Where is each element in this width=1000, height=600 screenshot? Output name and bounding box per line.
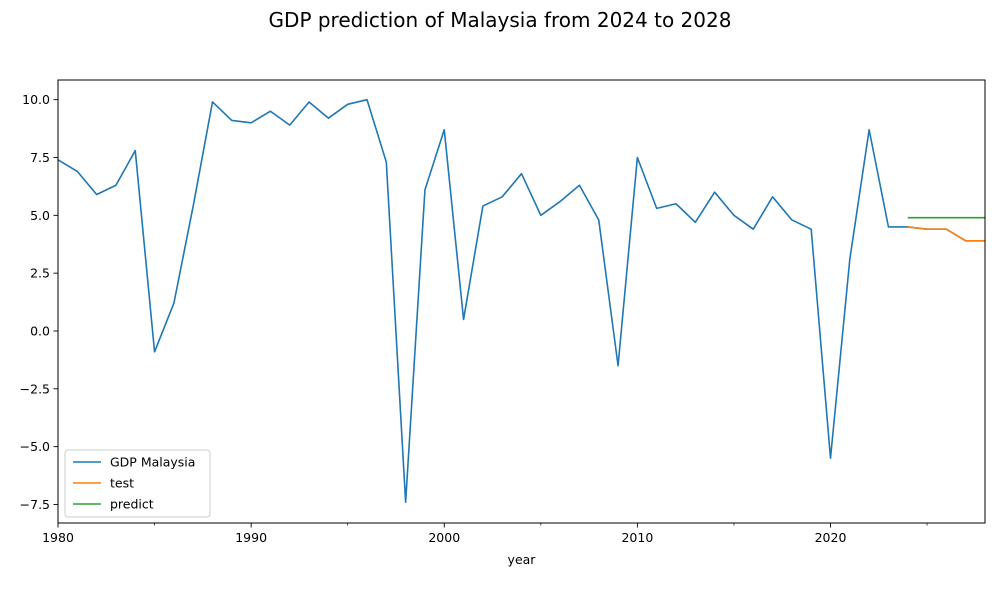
series-line-gdp-malaysia xyxy=(58,98,985,503)
legend-box xyxy=(64,449,211,518)
y-tick-label: 10.0 xyxy=(22,92,50,107)
y-tick-label: −7.5 xyxy=(20,497,50,512)
y-tick-label: 7.5 xyxy=(30,150,50,165)
legend-label: predict xyxy=(110,497,154,512)
y-axis: −7.5 −5.0 −2.5 0.0 2.5 5.0 7.5 10.0 xyxy=(20,92,58,512)
x-tick-label: 2000 xyxy=(428,530,460,545)
series-line-test xyxy=(907,226,985,242)
y-tick-label: −5.0 xyxy=(20,439,50,454)
chart-title: GDP prediction of Malaysia from 2024 to … xyxy=(268,8,732,32)
legend-label: GDP Malaysia xyxy=(110,455,195,470)
y-tick-label: 5.0 xyxy=(30,208,50,223)
y-tick-label: −2.5 xyxy=(20,381,50,396)
x-axis: 1980 1990 2000 2010 2020 xyxy=(42,523,928,545)
x-tick-label: 2020 xyxy=(815,530,847,545)
x-tick-label: 1990 xyxy=(235,530,267,545)
x-tick-label: 2010 xyxy=(621,530,653,545)
y-tick-label: 2.5 xyxy=(30,266,50,281)
series-layer xyxy=(58,98,985,503)
legend: GDP Malaysia test predict xyxy=(64,449,211,518)
x-tick-label: 1980 xyxy=(42,530,74,545)
legend-label: test xyxy=(110,476,134,491)
plot-frame xyxy=(57,79,986,524)
y-tick-label: 0.0 xyxy=(30,323,50,338)
x-axis-label: year xyxy=(508,552,537,567)
